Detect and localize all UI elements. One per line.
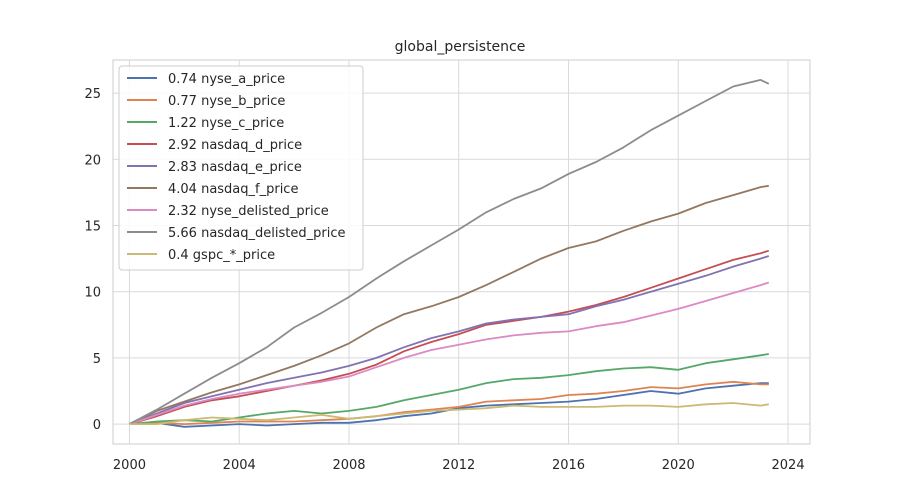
- y-tick-label: 20: [84, 153, 101, 168]
- legend-label: 0.74 nyse_a_price: [168, 72, 285, 87]
- x-tick-label: 2008: [332, 458, 365, 473]
- y-tick-label: 10: [84, 286, 101, 301]
- series-line-6: [129, 184, 769, 425]
- x-tick-label: 2020: [662, 458, 695, 473]
- legend-box: [118, 65, 364, 271]
- series-line-7: [129, 281, 770, 425]
- series-line-3: [129, 353, 769, 425]
- x-tick-label: 2000: [113, 458, 146, 473]
- x-tick-label: 2016: [552, 458, 585, 473]
- legend-label: 2.83 nasdaq_e_price: [168, 160, 302, 175]
- series-line-5: [129, 255, 770, 425]
- legend-label: 2.32 nyse_delisted_price: [168, 204, 329, 219]
- legend-label: 5.66 nasdaq_delisted_price: [168, 226, 345, 241]
- x-tick-label: 2024: [772, 458, 805, 473]
- legend-label: 4.04 nasdaq_f_price: [168, 182, 298, 197]
- legend-label: 0.77 nyse_b_price: [168, 94, 285, 109]
- x-tick-label: 2004: [223, 458, 256, 473]
- chart-title: global_persistence: [395, 39, 526, 55]
- legend-label: 1.22 nyse_c_price: [168, 116, 284, 131]
- x-tick-label: 2012: [442, 458, 475, 473]
- tick-labels: 2000 2004 2008 2012 2016 2020 2024 0 5 10 15 20 25: [84, 87, 804, 473]
- series-line-1: [129, 382, 769, 428]
- y-tick-label: 0: [93, 418, 101, 433]
- y-tick-label: 25: [84, 87, 101, 102]
- legend: 0.74 nyse_a_price 0.77 nyse_b_price 1.22 n…: [118, 65, 364, 271]
- legend-label: 2.92 nasdaq_d_price: [168, 138, 302, 153]
- series-line-9: [129, 402, 769, 426]
- series-line-4: [129, 249, 770, 425]
- series-line-8: [129, 79, 770, 425]
- y-tick-label: 15: [84, 220, 101, 235]
- legend-label: 0.4 gspc_*_price: [168, 248, 275, 263]
- y-tick-label: 5: [93, 352, 101, 367]
- series-line-2: [129, 380, 769, 426]
- series-lines: [129, 79, 770, 428]
